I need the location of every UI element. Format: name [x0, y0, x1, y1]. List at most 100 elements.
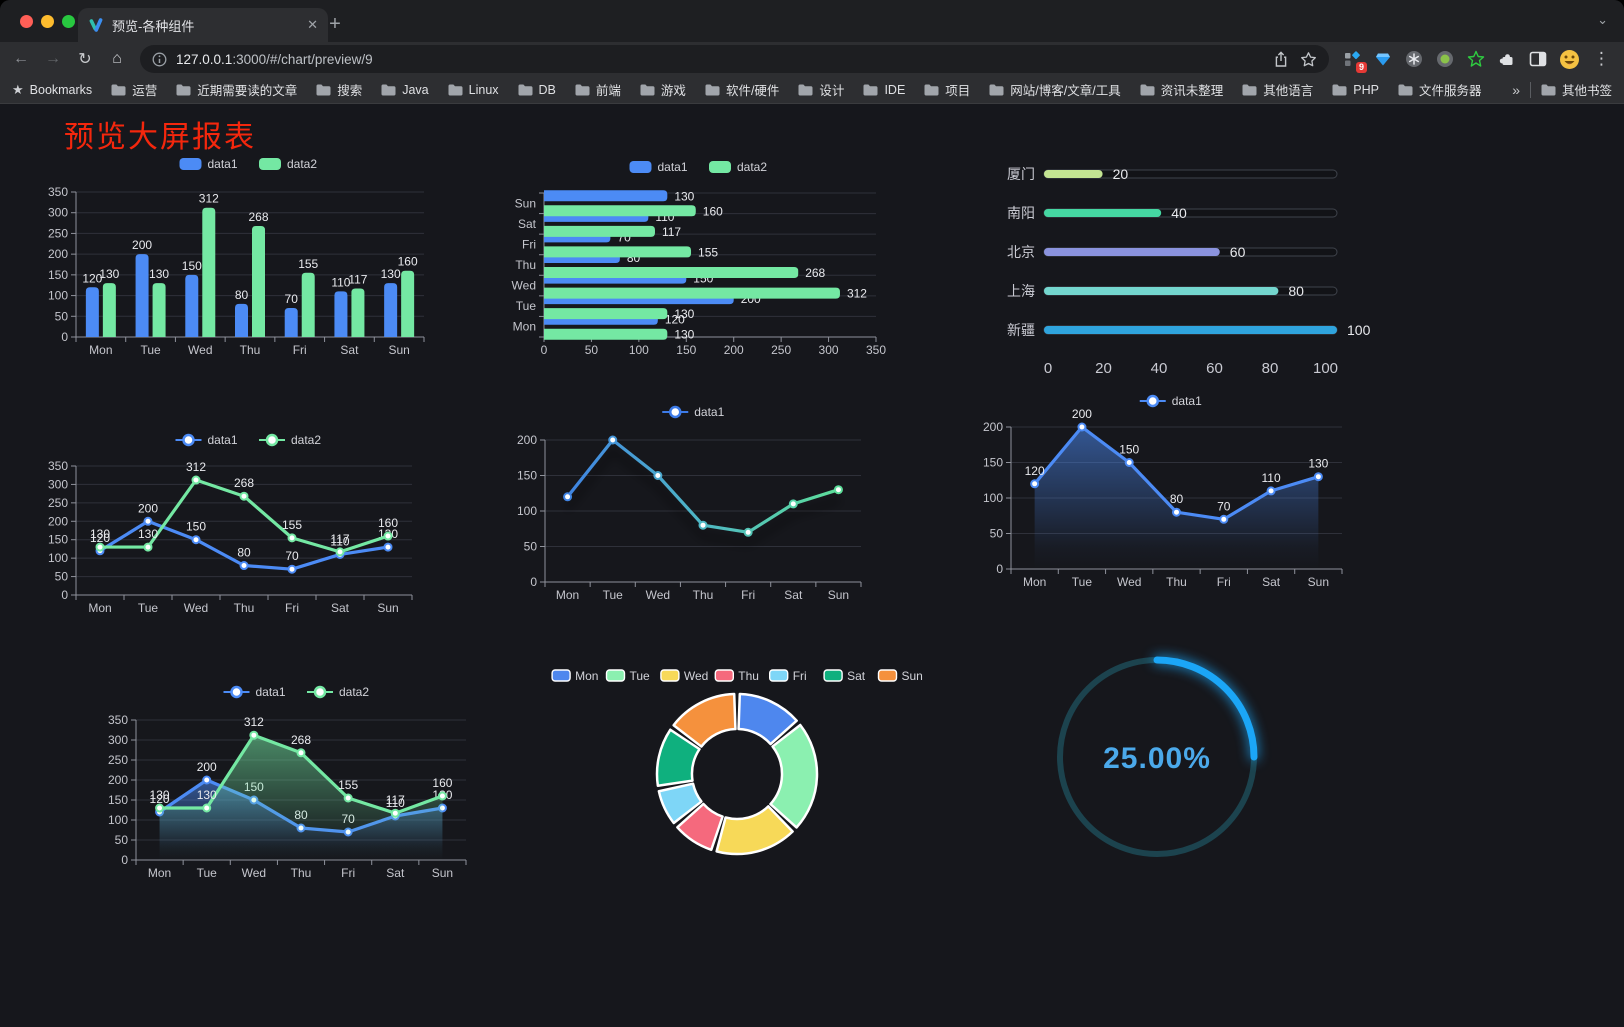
city-progress-chart[interactable]: 厦门 20 南阳 40 北京 60 上海 80 新疆 100 0 20 40 60 80 100 — [985, 149, 1385, 394]
grouped-line-chart[interactable]: data1 data2 0 50 100 150 200 250 300 350 Mon Tue Wed… — [40, 426, 460, 641]
svg-text:Thu: Thu — [738, 669, 759, 683]
gauge-chart[interactable]: 25.00% — [1040, 639, 1275, 874]
svg-text:110: 110 — [1262, 471, 1281, 485]
bookmark-folder[interactable]: 项目 — [924, 80, 970, 99]
svg-text:80: 80 — [1262, 360, 1279, 377]
bookmark-folder[interactable]: Java — [381, 83, 429, 97]
svg-text:100: 100 — [1313, 360, 1338, 377]
svg-text:160: 160 — [703, 204, 723, 218]
minimize-window-button[interactable] — [41, 15, 54, 28]
extension-gem-icon[interactable] — [1372, 48, 1394, 70]
svg-text:150: 150 — [1119, 443, 1139, 457]
bookmark-folder[interactable]: 网站/博客/文章/工具 — [989, 80, 1121, 99]
extension-green-dot-icon[interactable] — [1434, 48, 1456, 70]
svg-text:130: 130 — [674, 189, 694, 203]
tab-search-chevron-icon[interactable]: ⌄ — [1597, 12, 1608, 27]
svg-text:Thu: Thu — [515, 258, 536, 272]
svg-text:200: 200 — [48, 514, 68, 528]
bookmark-folder[interactable]: 前端 — [575, 80, 621, 99]
profile-avatar-emoji[interactable] — [1558, 48, 1580, 70]
bookmark-folder[interactable]: 其他语言 — [1242, 80, 1313, 99]
svg-text:Mon: Mon — [148, 866, 171, 880]
close-window-button[interactable] — [20, 15, 33, 28]
svg-text:Tue: Tue — [1072, 575, 1093, 589]
side-panel-icon[interactable] — [1527, 48, 1549, 70]
svg-text:Fri: Fri — [293, 343, 307, 357]
svg-text:0: 0 — [1044, 360, 1052, 377]
svg-text:100: 100 — [983, 491, 1003, 505]
url-host: 127.0.0.1 — [176, 51, 233, 67]
bookmark-folder[interactable]: 近期需要读的文章 — [176, 80, 297, 99]
svg-text:Sat: Sat — [784, 588, 803, 602]
back-button[interactable]: ← — [13, 50, 29, 67]
bookmarks-overflow-chevron[interactable]: » — [1512, 81, 1520, 98]
bookmark-folder[interactable]: 设计 — [798, 80, 844, 99]
bookmark-star-icon[interactable] — [1300, 51, 1317, 68]
reload-button[interactable]: ↻ — [78, 51, 92, 68]
svg-text:130: 130 — [674, 328, 694, 342]
grouped-bar-chart[interactable]: data1 data2 0 50 100 150 200 250 300 350 Mon Tue Wed… — [40, 148, 460, 373]
folder-icon — [316, 84, 331, 96]
bookmark-folder[interactable]: IDE — [863, 83, 905, 97]
svg-text:80: 80 — [1288, 283, 1304, 299]
svg-text:Thu: Thu — [234, 601, 255, 615]
new-tab-button[interactable]: + — [329, 12, 341, 35]
bookmark-folder[interactable]: 运营 — [111, 80, 157, 99]
maximize-window-button[interactable] — [62, 15, 75, 28]
bookmark-folder[interactable]: 游戏 — [640, 80, 686, 99]
share-icon[interactable] — [1274, 50, 1288, 68]
svg-text:Fri: Fri — [741, 588, 755, 602]
svg-text:100: 100 — [48, 289, 68, 303]
bookmark-folder[interactable]: DB — [518, 83, 556, 97]
svg-text:Mon: Mon — [556, 588, 579, 602]
other-bookmarks-folder[interactable]: 其他书签 — [1541, 80, 1612, 99]
svg-text:120: 120 — [150, 792, 170, 806]
extension-snowflake-icon[interactable] — [1403, 48, 1425, 70]
address-bar[interactable]: 127.0.0.1:3000/#/chart/preview/9 — [140, 45, 1329, 73]
bookmark-folder[interactable]: Linux — [448, 83, 499, 97]
svg-text:Wed: Wed — [242, 866, 266, 880]
extensions-puzzle-icon[interactable] — [1496, 48, 1518, 70]
grouped-hbar-chart[interactable]: data1 data2 0 50 100 150 200 250 300 350 Mon 120 130… — [500, 149, 900, 369]
grouped-area-chart[interactable]: data1 data2 0 50 100 150 200 250 300 350 Mon Tue Wed… — [98, 676, 498, 894]
url-path: :3000/#/chart/preview/9 — [232, 51, 373, 67]
svg-text:Wed: Wed — [512, 279, 536, 293]
svg-text:130: 130 — [138, 527, 158, 541]
site-info-icon[interactable] — [152, 52, 167, 67]
svg-text:0: 0 — [61, 330, 68, 344]
svg-text:70: 70 — [1217, 499, 1231, 513]
svg-text:150: 150 — [48, 268, 68, 282]
extension-green-star-icon[interactable] — [1465, 48, 1487, 70]
bookmark-folder[interactable]: PHP — [1332, 83, 1379, 97]
bookmark-folder[interactable]: 文件服务器 — [1398, 80, 1481, 99]
svg-text:250: 250 — [771, 343, 791, 357]
forward-button[interactable]: → — [45, 50, 61, 67]
gradient-line-chart[interactable]: data1 0 50 100 150 200 Mon Tue Wed Thu Fri Sat Sun — [505, 396, 885, 612]
blue-area-line-chart[interactable]: data1 0 50 100 150 200 Mon Tue Wed Thu Fri Sat Sun 12… — [975, 389, 1370, 601]
svg-text:25.00%: 25.00% — [1103, 742, 1211, 775]
bookmark-folder[interactable]: 搜索 — [316, 80, 362, 99]
tab-close-icon[interactable]: ✕ — [307, 17, 318, 32]
donut-pie-chart[interactable]: Mon Tue Wed Thu Fri Sat Sun — [542, 662, 932, 917]
svg-text:200: 200 — [197, 760, 217, 774]
browser-tab[interactable]: 预览-各种组件 ✕ — [78, 8, 328, 42]
folder-icon — [1242, 84, 1257, 96]
bookmark-folder[interactable]: 资讯未整理 — [1140, 80, 1223, 99]
svg-text:155: 155 — [298, 257, 318, 271]
folder-icon — [1332, 84, 1347, 96]
extension-grid-icon[interactable]: 9 — [1341, 48, 1367, 73]
folder-icon — [705, 84, 720, 96]
svg-text:Mon: Mon — [88, 601, 111, 615]
home-button[interactable]: ⌂ — [112, 50, 122, 67]
browser-menu-icon[interactable]: ⋮ — [1593, 49, 1610, 68]
bookmarks-root[interactable]: ★ Bookmarks — [12, 82, 92, 98]
svg-text:312: 312 — [847, 287, 867, 301]
other-bookmarks-label: 其他书签 — [1561, 84, 1612, 98]
svg-text:Fri: Fri — [341, 866, 355, 880]
svg-text:350: 350 — [108, 713, 128, 727]
svg-text:50: 50 — [55, 570, 69, 584]
bookmarks-label: Bookmarks — [29, 82, 93, 97]
svg-text:20: 20 — [1095, 360, 1112, 377]
bookmark-folder[interactable]: 软件/硬件 — [705, 80, 779, 99]
